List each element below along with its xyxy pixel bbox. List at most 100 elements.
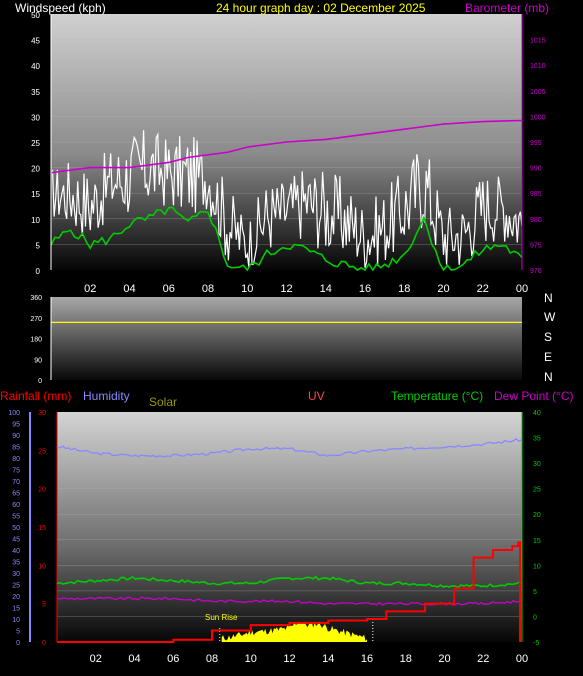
temperature-tick-label: -5: [533, 640, 539, 647]
direction-plot-area: [51, 297, 522, 380]
y-tick-label: 10: [31, 216, 40, 225]
humidity-tick-label: 10: [12, 617, 20, 624]
temperature-tick-label: 30: [533, 461, 541, 468]
x-tick-label: 16: [359, 283, 371, 295]
y-tick-label: 20: [31, 165, 40, 174]
windspeed-line: [50, 130, 523, 268]
x-tick-label: 10: [245, 653, 257, 665]
rain-tick-label: 10: [38, 563, 46, 570]
wind-average-line: [50, 206, 523, 272]
y2-tick-label: 1015: [530, 38, 546, 45]
humidity-tick-label: 65: [12, 491, 20, 498]
humidity-tick-label: 95: [12, 422, 20, 429]
solar-label: Solar: [149, 395, 177, 409]
temperature-line: [56, 575, 523, 589]
y2-tick-label: 995: [530, 140, 542, 147]
rain-tick-label: 15: [38, 525, 46, 532]
compass-s: S: [544, 330, 552, 344]
temperature-tick-label: 20: [533, 512, 541, 519]
x-tick-label: 08: [202, 283, 214, 295]
direction-tick-label: 0: [38, 378, 42, 385]
y2-tick-label: 1010: [530, 63, 546, 70]
y-tick-label: 15: [31, 190, 40, 199]
dewpoint-label: Dew Point (°C): [494, 389, 573, 403]
x-tick-label: 14: [322, 653, 334, 665]
y-tick-label: 25: [31, 139, 40, 148]
humidity-tick-label: 85: [12, 445, 20, 452]
temperature-tick-label: 5: [533, 589, 537, 596]
x-tick-label: 00: [516, 283, 528, 295]
x-tick-label: 06: [167, 653, 179, 665]
humidity-tick-label: 50: [12, 525, 20, 532]
humidity-tick-label: 75: [12, 468, 20, 475]
direction-chart-layer: 0 90 180 270 360: [30, 295, 522, 385]
x-tick-label: 14: [320, 283, 332, 295]
x-tick-label: 22: [477, 283, 489, 295]
direction-tick-label: 90: [34, 357, 42, 364]
y2-tick-label: 985: [530, 191, 542, 198]
y-tick-label: 45: [31, 37, 40, 46]
windspeed-axis-label: Windspeed (kph): [15, 1, 106, 15]
y2-tick-label: 970: [530, 268, 542, 275]
barometer-line: [50, 119, 523, 174]
bottom-chart-layer: 0510152025303540455055606570758085909510…: [8, 410, 541, 665]
y-tick-label: 40: [31, 62, 40, 71]
humidity-tick-label: 20: [12, 594, 20, 601]
uv-label: UV: [308, 389, 325, 403]
humidity-tick-label: 15: [12, 606, 20, 613]
rainfall-label: Rainfall (mm): [0, 389, 71, 403]
chart-title: 24 hour graph day : 02 December 2025: [216, 1, 426, 15]
x-tick-label: 22: [477, 653, 489, 665]
temperature-tick-label: 40: [533, 410, 541, 417]
x-tick-label: 04: [128, 653, 140, 665]
y2-tick-label: 1005: [530, 89, 546, 96]
direction-tick-label: 360: [30, 295, 42, 302]
compass-w: W: [544, 310, 556, 324]
x-tick-label: 02: [84, 283, 96, 295]
temperature-tick-label: 25: [533, 487, 541, 494]
x-tick-label: 12: [283, 653, 295, 665]
humidity-tick-label: 25: [12, 583, 20, 590]
humidity-tick-label: 55: [12, 514, 20, 521]
rain-tick-label: 0: [42, 640, 46, 647]
x-tick-label: 08: [206, 653, 218, 665]
humidity-tick-label: 0: [16, 640, 20, 647]
x-tick-label: 12: [280, 283, 292, 295]
rain-tick-label: 5: [42, 602, 46, 609]
x-tick-label: 20: [437, 283, 449, 295]
humidity-tick-label: 90: [12, 433, 20, 440]
rain-tick-label: 30: [38, 410, 46, 417]
y-tick-label: 35: [31, 88, 40, 97]
y2-tick-label: 1000: [530, 114, 546, 121]
humidity-tick-label: 80: [12, 456, 20, 463]
humidity-tick-label: 5: [16, 629, 20, 636]
barometer-axis-label: Barometer (mb): [465, 1, 549, 15]
y-tick-label: 50: [31, 11, 40, 20]
temperature-tick-label: 10: [533, 563, 541, 570]
y-tick-label: 30: [31, 113, 40, 122]
x-tick-label: 10: [241, 283, 253, 295]
humidity-tick-label: 70: [12, 479, 20, 486]
temperature-label: Temperature (°C): [391, 389, 483, 403]
x-tick-label: 16: [361, 653, 373, 665]
humidity-label: Humidity: [83, 389, 130, 403]
humidity-line: [56, 438, 523, 458]
x-tick-label: 04: [123, 283, 135, 295]
x-tick-label: 06: [163, 283, 175, 295]
y-tick-label: 0: [36, 267, 41, 276]
rainfall-line: [57, 541, 522, 643]
temperature-tick-label: 15: [533, 538, 541, 545]
solar-area: [221, 621, 367, 642]
x-tick-label: 00: [516, 653, 528, 665]
humidity-tick-label: 40: [12, 548, 20, 555]
direction-tick-label: 270: [30, 316, 42, 323]
x-tick-label: 02: [90, 653, 102, 665]
humidity-tick-label: 35: [12, 560, 20, 567]
rain-tick-label: 25: [38, 448, 46, 455]
y-tick-label: 5: [36, 241, 41, 250]
top-chart-layer: 0510152025303540455097097598098599099510…: [31, 11, 546, 295]
y2-tick-label: 980: [530, 217, 542, 224]
x-tick-label: 18: [398, 283, 410, 295]
